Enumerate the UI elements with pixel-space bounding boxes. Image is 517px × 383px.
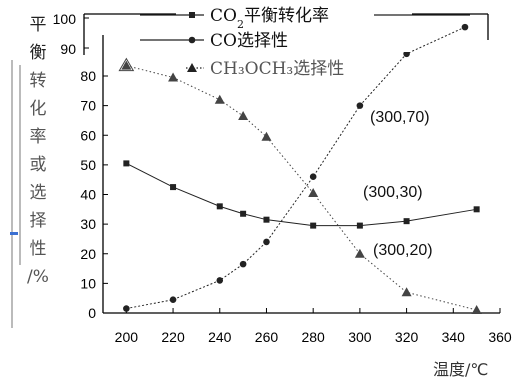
square-marker xyxy=(356,222,363,229)
x-tick-label: 240 xyxy=(208,329,232,345)
y-axis-label-char: 择 xyxy=(30,211,47,231)
circle-marker xyxy=(356,102,364,109)
series-layer xyxy=(118,23,482,315)
y-tick-label: 10 xyxy=(80,275,96,291)
square-marker xyxy=(310,222,317,229)
y-axis-label-char: 率 xyxy=(30,127,47,147)
square-marker xyxy=(263,216,270,223)
x-tick-label: 320 xyxy=(395,329,419,345)
y-upper-tick-label: 100 xyxy=(53,11,77,27)
triangle-marker xyxy=(168,72,179,82)
x-axis-label: 温度/℃ xyxy=(433,360,488,379)
triangle-marker xyxy=(238,110,249,120)
x-tick-label: 200 xyxy=(115,329,139,345)
square-marker xyxy=(403,218,410,225)
annotation-label: (300,70) xyxy=(370,109,430,126)
y-axis-label-char: 平 xyxy=(30,15,47,35)
series-line xyxy=(126,162,477,227)
series-line xyxy=(126,65,477,311)
square-marker xyxy=(123,160,130,167)
triangle-marker xyxy=(401,287,412,297)
circle-marker xyxy=(188,36,196,44)
y-axis-label-char: 衡 xyxy=(30,43,47,63)
x-tick-label: 340 xyxy=(442,329,466,345)
triangle-marker xyxy=(261,131,272,141)
legend-entry-label: CO选择性 xyxy=(210,31,288,51)
y-axis-label-char: 化 xyxy=(30,99,47,119)
y-axis-label-char: 或 xyxy=(30,155,47,175)
y-upper-tick-label: 90 xyxy=(60,41,76,57)
circle-marker xyxy=(461,23,469,31)
frame-marker xyxy=(10,232,18,235)
triangle-marker xyxy=(308,188,319,198)
y-tick-label: 20 xyxy=(80,246,96,262)
triangle-outline-marker xyxy=(118,57,135,72)
x-tick-label: 260 xyxy=(255,329,279,345)
square-marker xyxy=(216,203,223,210)
circle-marker xyxy=(216,277,224,284)
series-2 xyxy=(123,23,469,312)
circle-marker xyxy=(123,305,130,312)
x-tick-label: 300 xyxy=(348,329,372,345)
triangle-marker xyxy=(214,94,225,104)
circle-marker xyxy=(263,238,270,246)
series-3 xyxy=(118,57,482,315)
circle-marker xyxy=(403,50,410,58)
x-tick-label: 220 xyxy=(161,329,185,345)
x-tick-label: 360 xyxy=(488,329,512,345)
y-axis-label-char: 性 xyxy=(30,239,47,259)
circle-marker xyxy=(309,173,317,181)
triangle-marker xyxy=(121,60,132,70)
y-tick-label: 30 xyxy=(80,216,96,232)
circle-marker xyxy=(169,296,177,303)
square-marker xyxy=(170,184,177,191)
annotations: (300,70) (300,30) (300,20) xyxy=(363,109,433,259)
y-tick-label: 60 xyxy=(80,127,96,143)
square-marker xyxy=(189,12,195,18)
annotation-label: (300,20) xyxy=(373,242,433,259)
circle-marker xyxy=(239,260,247,268)
y-axis-label-char: /% xyxy=(27,267,49,287)
triangle-marker xyxy=(187,63,197,72)
series-line xyxy=(126,26,466,310)
y-tick-label: 70 xyxy=(80,98,96,114)
y-axis-label-char: 选 xyxy=(30,183,47,203)
legend-entry-label: CH₃OCH₃选择性 xyxy=(210,59,344,79)
y-axis-label-char: 转 xyxy=(30,71,47,91)
square-marker xyxy=(240,210,247,217)
annotation-label: (300,30) xyxy=(363,184,423,201)
legend-background xyxy=(176,2,412,52)
y-tick-label: 80 xyxy=(80,68,96,84)
series-1 xyxy=(123,160,480,229)
y-tick-label: 0 xyxy=(88,305,96,321)
triangle-marker xyxy=(354,248,365,258)
square-marker xyxy=(473,206,480,213)
triangle-marker xyxy=(471,305,482,315)
y-tick-label: 40 xyxy=(80,187,96,203)
x-tick-label: 280 xyxy=(301,329,325,345)
y-tick-label: 50 xyxy=(80,157,96,173)
